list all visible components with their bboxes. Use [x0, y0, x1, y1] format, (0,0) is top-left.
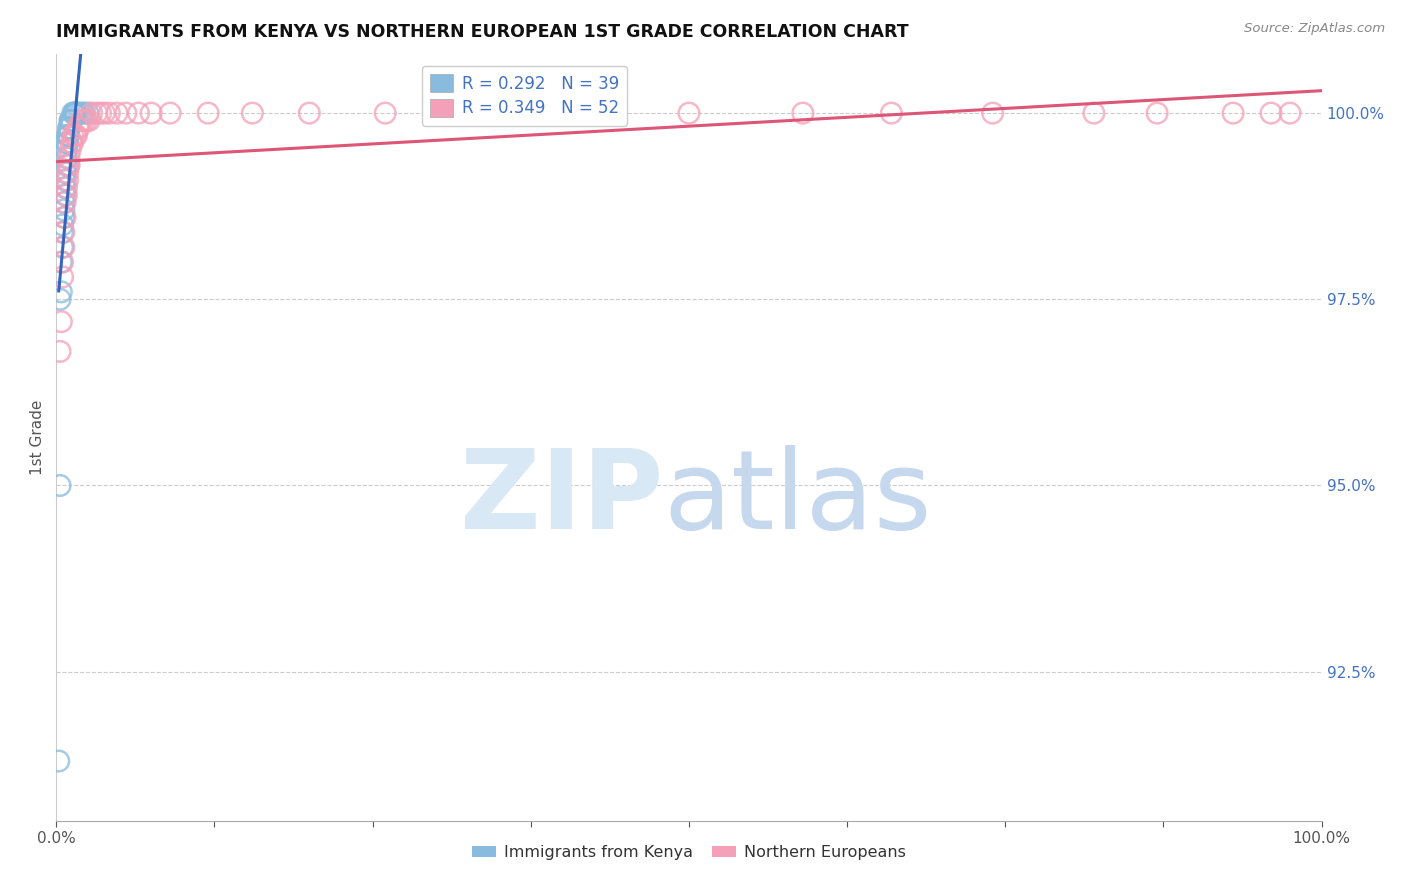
Point [1260, 106, 1282, 120]
Point [51, 285, 73, 299]
Point [52, 218, 75, 232]
Point [58, 151, 80, 165]
Point [52, 195, 75, 210]
Point [105, 106, 128, 120]
Point [55, 136, 77, 150]
Point [66, 120, 89, 135]
Point [159, 106, 181, 120]
Point [58, 120, 80, 135]
Point [1222, 106, 1244, 120]
Point [60, 113, 83, 128]
Point [53, 195, 76, 210]
Point [70, 113, 93, 128]
Point [52, 202, 75, 217]
Text: ZIP: ZIP [460, 445, 664, 552]
Point [792, 106, 814, 120]
Point [58, 128, 80, 143]
Point [51, 255, 73, 269]
Point [52, 269, 75, 284]
Point [56, 173, 79, 187]
Point [58, 120, 80, 135]
Point [93, 106, 115, 120]
Point [76, 106, 98, 120]
Point [90, 106, 111, 120]
Point [63, 106, 86, 120]
Point [62, 136, 84, 150]
Point [58, 158, 80, 172]
Y-axis label: 1st Grade: 1st Grade [30, 400, 45, 475]
Point [52, 255, 75, 269]
Point [62, 128, 84, 143]
Point [564, 106, 586, 120]
Point [880, 106, 903, 120]
Point [52, 225, 75, 239]
Point [52, 240, 75, 254]
Point [58, 120, 80, 135]
Point [65, 106, 87, 120]
Point [53, 180, 76, 194]
Point [242, 106, 264, 120]
Point [298, 106, 321, 120]
Point [197, 106, 219, 120]
Point [56, 128, 79, 143]
Point [86, 106, 108, 120]
Legend: Immigrants from Kenya, Northern Europeans: Immigrants from Kenya, Northern European… [465, 838, 912, 866]
Point [65, 128, 87, 143]
Text: IMMIGRANTS FROM KENYA VS NORTHERN EUROPEAN 1ST GRADE CORRELATION CHART: IMMIGRANTS FROM KENYA VS NORTHERN EUROPE… [56, 23, 908, 41]
Point [53, 188, 76, 202]
Point [73, 106, 96, 120]
Point [60, 136, 83, 150]
Point [67, 120, 90, 135]
Point [60, 113, 83, 128]
Point [67, 106, 90, 120]
Point [65, 128, 87, 143]
Point [73, 113, 96, 128]
Point [1279, 106, 1302, 120]
Point [56, 166, 79, 180]
Point [53, 166, 76, 180]
Point [141, 106, 162, 120]
Point [52, 211, 75, 225]
Point [62, 106, 84, 120]
Point [51, 315, 73, 329]
Point [114, 106, 138, 120]
Point [678, 106, 700, 120]
Point [53, 211, 76, 225]
Point [56, 136, 79, 150]
Point [55, 144, 77, 158]
Point [76, 113, 98, 128]
Point [65, 106, 87, 120]
Point [981, 106, 1004, 120]
Point [58, 158, 80, 172]
Point [59, 144, 82, 158]
Point [1146, 106, 1168, 120]
Point [59, 113, 82, 128]
Point [77, 113, 100, 128]
Point [70, 106, 93, 120]
Point [56, 128, 79, 143]
Point [463, 106, 485, 120]
Point [127, 106, 149, 120]
Point [55, 180, 77, 194]
Point [1083, 106, 1105, 120]
Point [80, 106, 103, 120]
Point [374, 106, 396, 120]
Point [55, 151, 77, 165]
Text: Source: ZipAtlas.com: Source: ZipAtlas.com [1244, 22, 1385, 36]
Point [55, 158, 77, 172]
Point [48, 754, 70, 768]
Point [52, 225, 75, 239]
Text: atlas: atlas [664, 445, 932, 552]
Point [49, 478, 72, 492]
Point [59, 113, 82, 128]
Point [49, 344, 72, 359]
Point [49, 293, 72, 307]
Point [65, 106, 87, 120]
Point [98, 106, 121, 120]
Point [55, 188, 77, 202]
Point [52, 240, 75, 254]
Point [53, 173, 76, 187]
